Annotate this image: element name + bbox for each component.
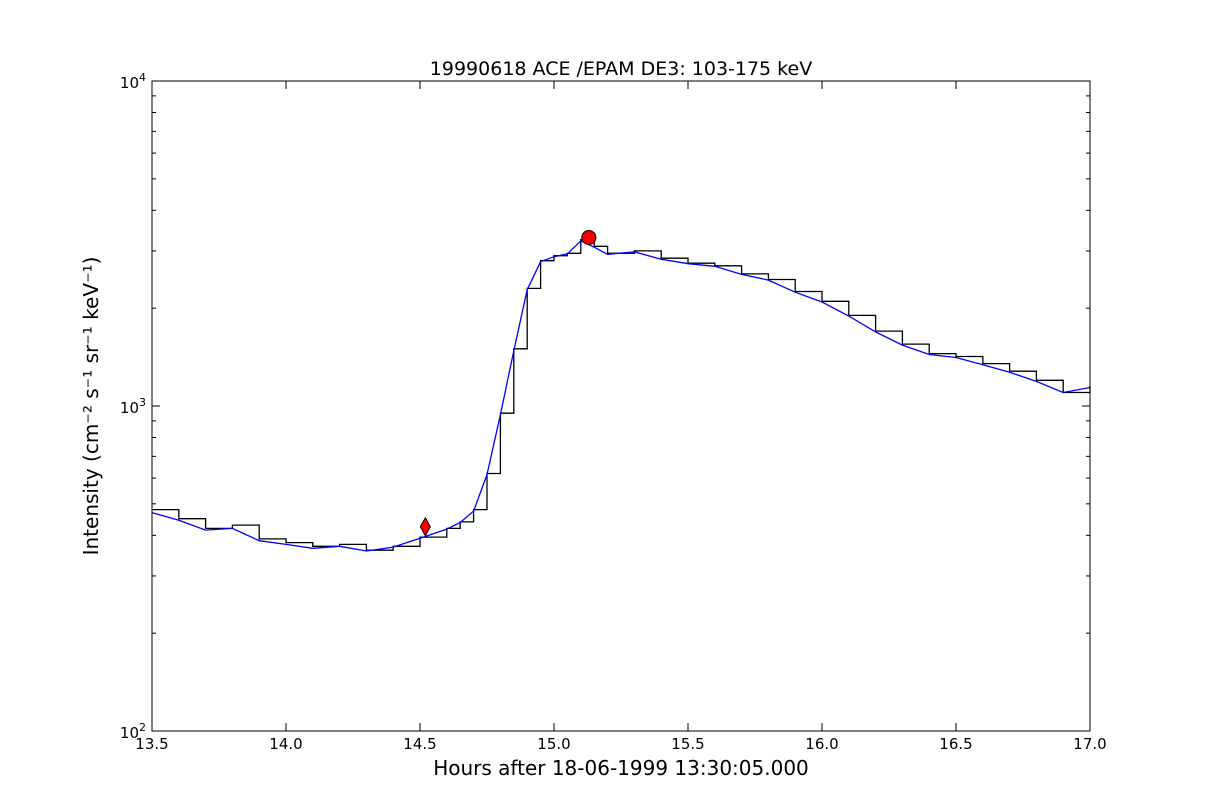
onset-marker: [419, 516, 431, 537]
chart-title: 19990618 ACE /EPAM DE3: 103-175 keV: [430, 58, 812, 80]
peak-marker: [581, 229, 597, 245]
x-tick-label: 17.0: [1073, 735, 1106, 753]
x-tick-label: 16.5: [939, 735, 972, 753]
plot-area: [151, 229, 1091, 552]
x-tick-label: 14.5: [403, 735, 436, 753]
x-axis-label: Hours after 18-06-1999 13:30:05.000: [433, 756, 809, 780]
x-tick-label: 13.5: [135, 735, 168, 753]
x-tick-label: 16.0: [805, 735, 838, 753]
y-tick-label: 104: [120, 71, 146, 92]
x-tick-label: 14.0: [269, 735, 302, 753]
y-axis-label: Intensity (cm⁻² s⁻¹ sr⁻¹ keV⁻¹): [79, 257, 103, 556]
series-line-0: [152, 238, 1091, 551]
y-tick-label: 103: [120, 396, 146, 417]
axis-ticks: 13.5 14.0 14.5 15.0 15.5 16.0 16.5 17.0 102 103 10…: [120, 71, 1107, 753]
series-line-1: [151, 240, 1091, 552]
y-tick-label: 102: [120, 721, 146, 742]
x-tick-label: 15.5: [671, 735, 704, 753]
plot-frame: [151, 80, 1091, 732]
x-tick-label: 15.0: [537, 735, 570, 753]
